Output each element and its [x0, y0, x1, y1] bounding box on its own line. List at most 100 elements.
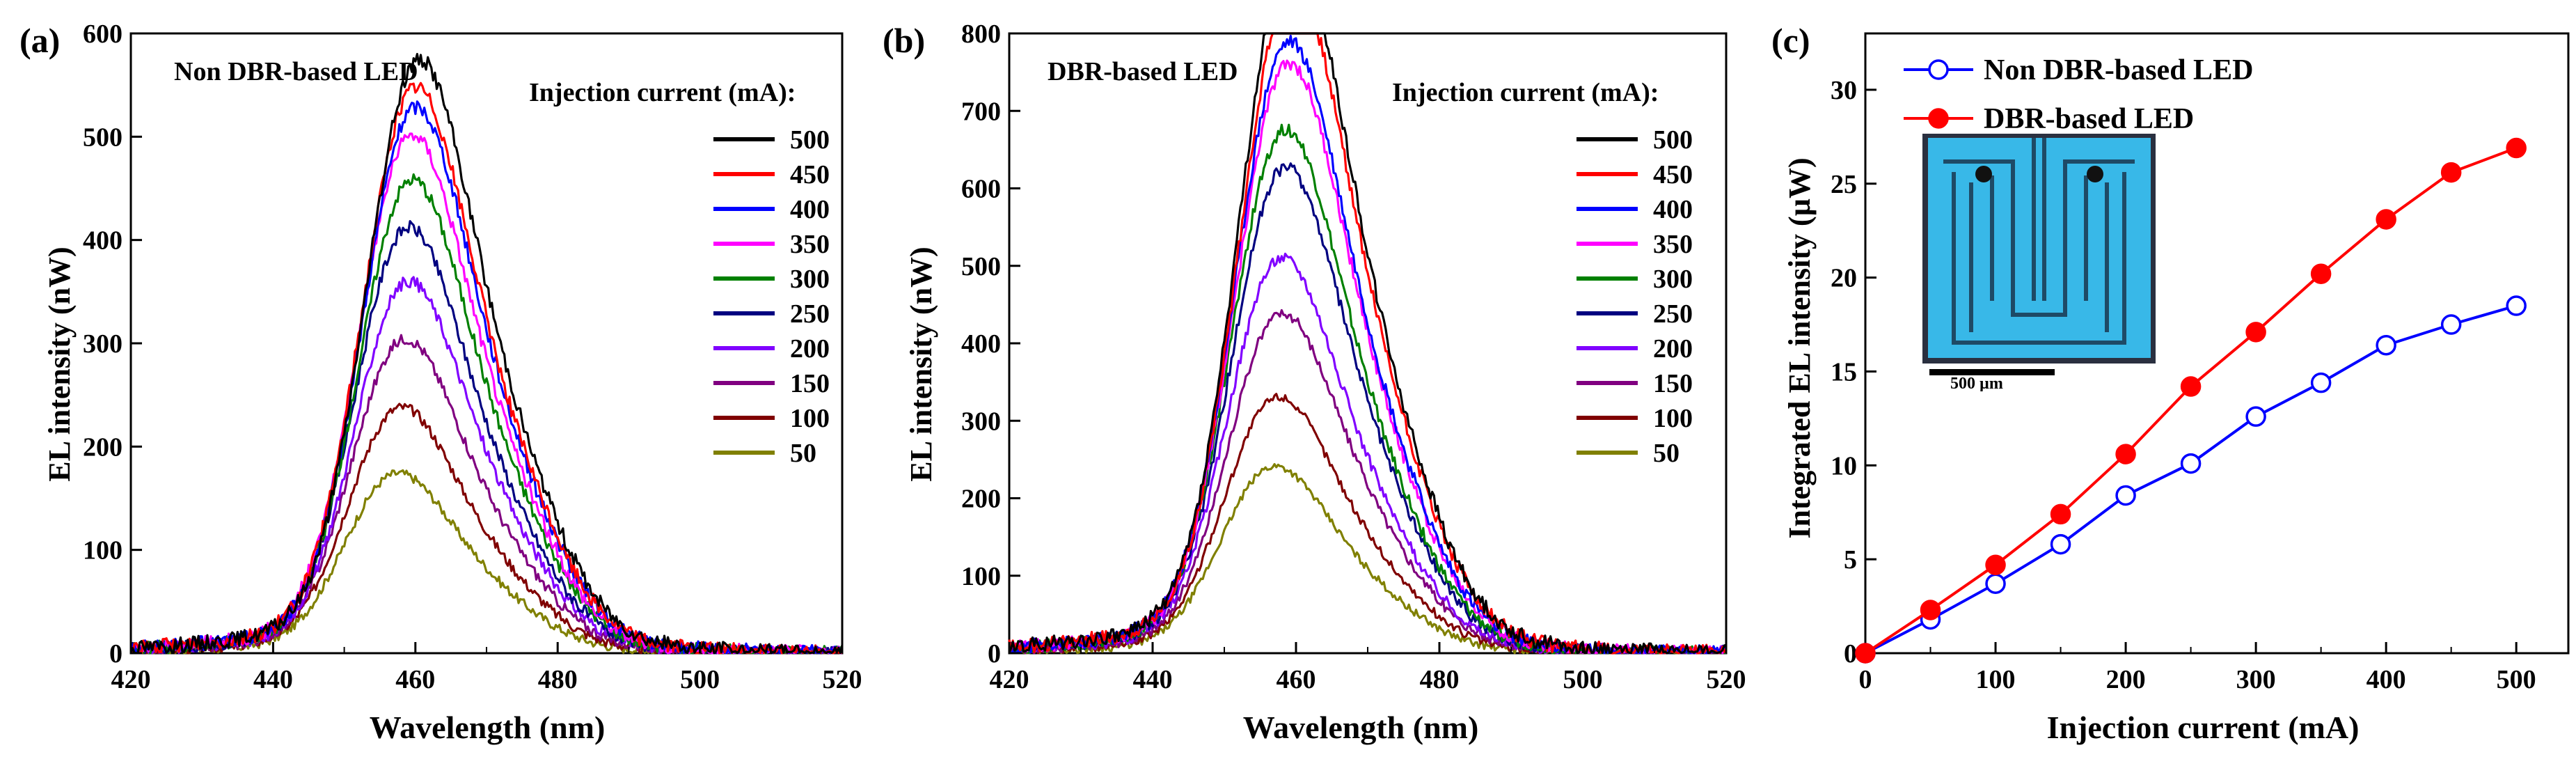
panel-a-axis-ticks: 420 440 460 480 500 520 0 100 200 300 400 500 600: [83, 19, 862, 694]
panel-b-series-300: [1008, 123, 1727, 655]
panel-b-legend-title: Injection current (mA):: [1392, 78, 1659, 107]
panel-c-point-non-dbr: [1985, 573, 2006, 594]
panel-c-legend-marker-1: [1928, 108, 1949, 129]
panel-c-point-dbr: [2050, 503, 2071, 525]
panel-b-ytick-label: 300: [961, 407, 1001, 436]
panel-a-plot-frame: [129, 32, 844, 655]
panel-c-xtick-label: 200: [2106, 665, 2146, 694]
panel-a-xtick-label: 500: [680, 665, 720, 694]
panel-c-plot-frame: [1864, 32, 2570, 655]
panel-c-ytick-label: 5: [1844, 545, 1857, 574]
panel-b: (b) EL intensity (nW) Wavelength (nm) 42…: [883, 19, 1746, 745]
panel-a-legend: 500 450 400 350 300 250 200 150 100 50: [713, 125, 830, 468]
panel-c-point-non-dbr: [2376, 334, 2396, 356]
panel-b-plot-frame: [1008, 32, 1728, 655]
panel-b-xtick-label: 460: [1277, 665, 1316, 694]
panel-c-axis-ticks: 0 100 200 300 400 500 0 5 10 15 20 25 30: [1831, 76, 2536, 694]
panel-b-legend-label-200: 200: [1653, 334, 1693, 364]
panel-b-series-350: [1008, 59, 1727, 655]
panel-c-xtick-label: 0: [1859, 665, 1872, 694]
panel-c-point-non-dbr: [2506, 295, 2527, 316]
panel-c: (c) Integrated EL intensity (µW) Injecti…: [1771, 21, 2570, 745]
panel-b-series-450: [1008, 32, 1728, 655]
panel-b-xtick-label: 420: [990, 665, 1029, 694]
panel-c-ytick-label: 0: [1844, 639, 1857, 669]
panel-b-series-400: [1009, 34, 1728, 655]
panel-a-legend-label-350: 350: [790, 230, 830, 259]
panel-a-xtick-label: 460: [395, 665, 435, 694]
panel-a-legend-label-400: 400: [790, 195, 830, 224]
panel-c-xtick-label: 400: [2366, 665, 2406, 694]
panel-c-legend-label-1: DBR-based LED: [1984, 103, 2194, 135]
panel-a-legend-label-500: 500: [790, 125, 830, 155]
panel-b-legend-label-400: 400: [1653, 195, 1693, 224]
panel-c-ytick-label: 20: [1831, 264, 1857, 293]
panel-b-legend-label-150: 150: [1653, 369, 1693, 398]
panel-b-legend: 500 450 400 350 300 250 200 150 100 50: [1577, 125, 1693, 468]
panel-a-label: (a): [19, 21, 60, 60]
panel-a-ytick-label: 500: [83, 123, 123, 152]
panel-c-point-dbr: [2115, 444, 2136, 464]
panel-c-legend: Non DBR-based LED DBR-based LED: [1904, 54, 2253, 135]
panel-c-ytick-label: 30: [1831, 76, 1857, 105]
panel-c-point-dbr: [2180, 376, 2202, 397]
panel-b-legend-label-100: 100: [1653, 404, 1693, 433]
panel-b-ytick-label: 100: [961, 562, 1001, 591]
panel-b-xtick-label: 500: [1563, 665, 1603, 694]
panel-a-legend-label-50: 50: [790, 439, 816, 468]
panel-c-legend-label-0: Non DBR-based LED: [1984, 54, 2253, 86]
panel-b-axis-ticks: 420 440 460 480 500 520 0 100 200 300 400 500 600 700…: [961, 19, 1746, 694]
panel-c-legend-marker-0: [1928, 59, 1949, 80]
panel-c-series: [1855, 137, 2527, 664]
panel-c-point-dbr: [1855, 643, 1876, 664]
panel-a-xtick-label: 440: [253, 665, 293, 694]
panel-a-legend-label-200: 200: [790, 334, 830, 364]
panel-a-series-400: [129, 100, 844, 655]
panel-a-ytick-label: 0: [109, 639, 123, 669]
panel-c-xlabel: Injection current (mA): [2047, 710, 2360, 745]
panel-c-point-dbr: [2440, 162, 2462, 183]
panel-b-xtick-label: 440: [1133, 665, 1173, 694]
panel-c-ylabel: Integrated EL intensity (µW): [1783, 157, 1817, 538]
panel-b-label: (b): [883, 21, 925, 60]
panel-a-legend-label-250: 250: [790, 299, 830, 329]
panel-a-inset-title: Non DBR-based LED: [174, 57, 418, 86]
panel-a-xtick-label: 420: [111, 665, 151, 694]
panel-b-inset-title: DBR-based LED: [1048, 57, 1238, 86]
led-chip-photo: 500 µm: [1922, 134, 2156, 391]
panel-c-point-non-dbr: [2180, 453, 2202, 474]
panel-c-point-dbr: [2376, 209, 2396, 230]
panel-a-ytick-label: 400: [83, 226, 123, 256]
panel-c-xtick-label: 100: [1976, 665, 2016, 694]
panel-c-xtick-label: 300: [2236, 665, 2276, 694]
panel-a-series-100: [130, 402, 843, 655]
panel-c-point-dbr: [2310, 263, 2332, 284]
panel-a-xlabel: Wavelength (nm): [370, 710, 606, 745]
panel-b-xtick-label: 480: [1420, 665, 1460, 694]
panel-b-legend-label-450: 450: [1653, 160, 1693, 189]
panel-b-xlabel: Wavelength (nm): [1243, 710, 1479, 745]
panel-b-ytick-label: 500: [961, 252, 1001, 281]
panel-c-point-non-dbr: [2440, 314, 2462, 335]
panel-c-xtick-label: 500: [2497, 665, 2536, 694]
panel-c-point-dbr: [2245, 322, 2266, 343]
panel-a-ytick-label: 300: [83, 329, 123, 359]
panel-b-legend-label-250: 250: [1653, 299, 1693, 329]
panel-b-series-150: [1009, 308, 1727, 655]
panel-b-ytick-label: 0: [988, 639, 1001, 669]
panel-c-point-non-dbr: [2310, 372, 2332, 393]
panel-a-ytick-label: 600: [83, 19, 123, 49]
panel-b-series-100: [1009, 393, 1727, 655]
panel-c-point-non-dbr: [2115, 485, 2136, 506]
panel-b-series-500: [1008, 32, 1727, 655]
panel-b-ytick-label: 600: [961, 175, 1001, 204]
panel-a-ylabel: EL intensity (nW): [42, 247, 77, 481]
panel-a-ytick-label: 200: [83, 432, 123, 462]
panel-a-curves: [129, 53, 844, 655]
panel-b-ytick-label: 700: [961, 97, 1001, 126]
panel-b-series-250: [1008, 162, 1727, 655]
panel-b-ytick-label: 400: [961, 329, 1001, 359]
panel-b-legend-label-500: 500: [1653, 125, 1693, 155]
panel-b-legend-label-300: 300: [1653, 265, 1693, 294]
panel-c-ytick-label: 10: [1831, 451, 1857, 480]
